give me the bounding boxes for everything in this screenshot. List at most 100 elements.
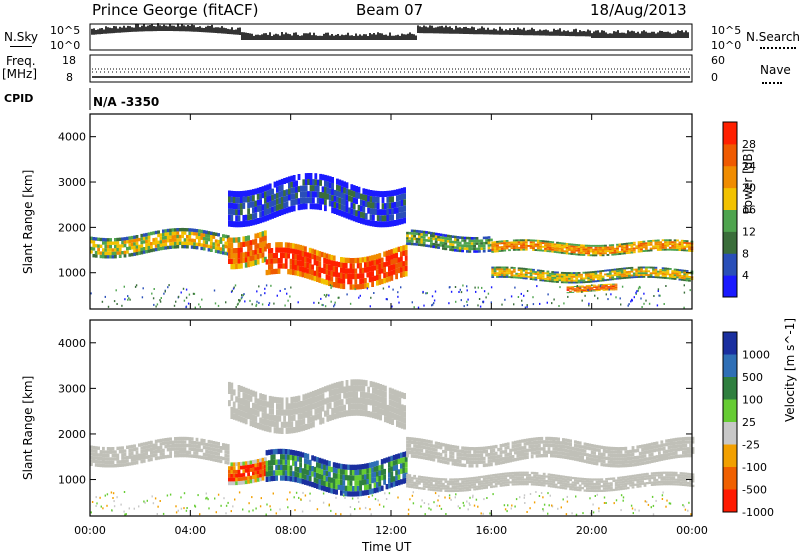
data-cell	[670, 445, 673, 449]
data-cell	[212, 458, 216, 462]
data-cell	[140, 459, 144, 464]
data-cell	[430, 234, 433, 238]
data-cell	[166, 454, 170, 459]
data-cell	[418, 230, 421, 233]
data-cell	[237, 263, 241, 269]
data-cell	[406, 242, 409, 245]
data-cell	[592, 248, 595, 251]
noise-point	[177, 295, 180, 298]
data-cell	[249, 261, 253, 267]
noise-point	[173, 304, 176, 307]
data-cell	[256, 193, 260, 200]
data-cell	[235, 221, 238, 228]
noise-point	[400, 286, 402, 289]
data-cell	[470, 244, 474, 248]
freq-tick-top: 18	[62, 54, 76, 67]
data-cell	[611, 268, 615, 271]
noise-point	[474, 286, 476, 289]
noise-point	[213, 289, 216, 292]
data-cell	[368, 266, 372, 272]
data-cell	[610, 486, 613, 490]
data-cell	[309, 197, 313, 204]
data-cell	[672, 455, 676, 459]
data-cell	[666, 267, 670, 270]
data-cell	[320, 267, 324, 274]
data-cell	[309, 397, 313, 404]
data-cell	[237, 215, 241, 222]
data-cell	[473, 237, 476, 240]
noise-point	[448, 302, 450, 305]
data-cell	[581, 286, 584, 288]
data-cell	[232, 197, 236, 203]
data-cell	[616, 247, 619, 250]
data-cell	[318, 473, 322, 480]
data-cell	[444, 447, 448, 451]
data-cell	[605, 487, 608, 490]
data-cell	[391, 220, 394, 227]
data-cell	[413, 486, 416, 489]
data-cell	[212, 451, 216, 455]
data-cell	[671, 275, 675, 278]
data-cell	[637, 268, 641, 271]
data-cell	[178, 447, 182, 451]
data-cell	[560, 246, 564, 249]
data-cell	[468, 244, 472, 248]
data-cell	[166, 235, 170, 239]
data-cell	[268, 258, 271, 265]
data-cell	[406, 447, 409, 451]
data-cell	[420, 478, 424, 481]
data-cell	[400, 218, 404, 225]
data-cell	[133, 252, 136, 256]
data-cell	[473, 485, 476, 489]
data-cell	[430, 457, 433, 461]
data-cell	[492, 445, 496, 449]
data-cell	[582, 277, 586, 280]
data-cell	[320, 458, 324, 464]
data-cell	[515, 274, 519, 277]
data-cell	[350, 214, 354, 221]
data-cell	[498, 266, 502, 269]
data-cell	[140, 237, 144, 241]
data-cell	[406, 231, 409, 235]
data-cell	[237, 209, 241, 216]
data-cell	[456, 462, 460, 467]
data-cell	[649, 266, 653, 269]
noise-point	[438, 504, 441, 507]
data-cell	[420, 445, 424, 449]
data-cell	[152, 241, 156, 245]
data-cell	[422, 439, 426, 443]
data-cell	[316, 185, 320, 192]
data-cell	[656, 249, 660, 251]
noise-point	[113, 300, 116, 303]
data-cell	[372, 208, 375, 215]
data-cell	[319, 192, 322, 198]
data-cell	[468, 250, 472, 253]
data-cell	[498, 248, 502, 251]
data-cell	[376, 259, 379, 265]
data-cell	[439, 480, 443, 483]
data-cell	[583, 480, 587, 483]
data-cell	[193, 232, 196, 236]
data-cell	[264, 203, 267, 210]
data-cell	[318, 457, 322, 464]
data-cell	[313, 472, 317, 478]
data-cell	[532, 239, 535, 242]
data-cell	[400, 416, 404, 423]
data-cell	[558, 245, 562, 248]
data-cell	[186, 238, 189, 242]
data-cell	[226, 444, 230, 448]
data-cell	[350, 202, 354, 209]
data-cell	[624, 480, 628, 483]
data-cell	[456, 249, 460, 252]
data-cell	[228, 214, 231, 221]
data-cell	[528, 474, 532, 477]
data-cell	[655, 471, 659, 475]
data-cell	[376, 190, 380, 197]
freq-tick-bottom: 8	[66, 71, 73, 84]
data-cell	[337, 484, 341, 490]
data-cell	[510, 243, 514, 246]
data-cell	[626, 453, 630, 457]
data-cell	[646, 477, 649, 480]
data-cell	[422, 456, 426, 460]
data-cell	[118, 446, 122, 450]
